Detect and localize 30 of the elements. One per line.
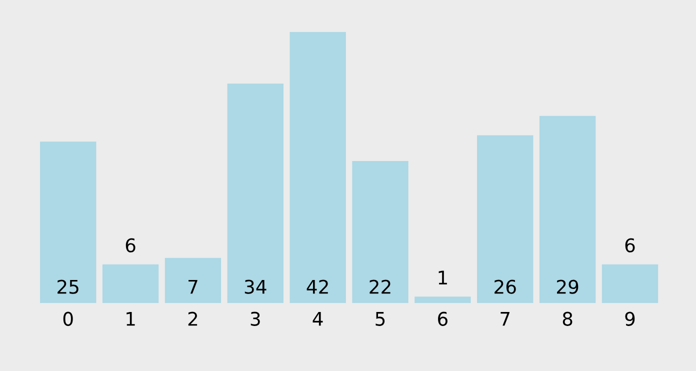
x-tick-label: 6	[438, 312, 448, 326]
data-label: 1	[438, 270, 447, 284]
data-label: 7	[188, 280, 198, 294]
data-label: 6	[126, 238, 136, 252]
x-tick-label: 0	[63, 312, 73, 326]
x-tick-label: 3	[250, 312, 260, 326]
x-tick-label: 9	[625, 312, 635, 326]
bar	[102, 264, 159, 304]
x-tick-label: 8	[562, 312, 572, 326]
bar	[477, 135, 534, 304]
bar	[602, 264, 658, 304]
bar	[164, 258, 222, 304]
bar	[40, 142, 96, 304]
x-tick-label: 4	[312, 312, 323, 326]
x-tick-label: 7	[500, 312, 510, 326]
bar	[539, 116, 596, 304]
data-label: 26	[494, 280, 516, 294]
bar	[227, 84, 284, 304]
data-label: 6	[625, 238, 635, 252]
data-label: 42	[306, 280, 328, 294]
data-label: 29	[556, 280, 578, 294]
bar	[414, 296, 471, 304]
x-tick-label: 2	[188, 312, 198, 326]
data-label: 25	[58, 280, 78, 294]
bar	[352, 161, 408, 304]
bar	[290, 32, 346, 304]
data-label: 34	[244, 280, 266, 294]
data-label: 22	[370, 280, 390, 294]
x-tick-label: 5	[376, 312, 385, 326]
x-tick-label: 1	[126, 312, 135, 326]
